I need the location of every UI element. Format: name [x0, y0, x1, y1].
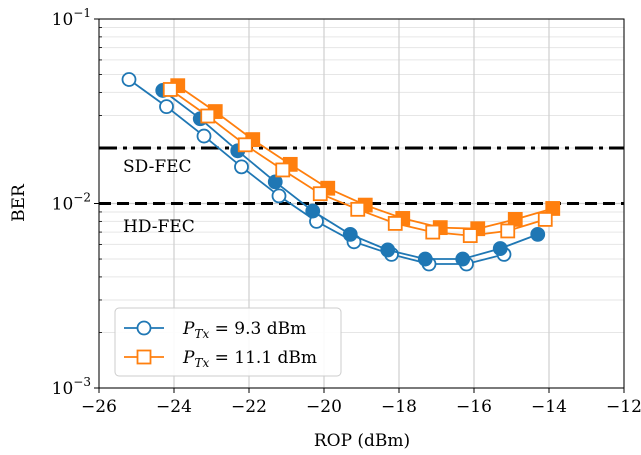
x-tick-label: −14	[531, 397, 567, 417]
series-1-filled-point	[455, 251, 471, 267]
series-2-filled-point	[507, 212, 523, 227]
x-tick-label: −22	[231, 397, 267, 417]
x-tick-label: −24	[156, 397, 192, 417]
x-tick-label: −16	[456, 397, 492, 417]
series-1-hollow-point	[159, 99, 174, 115]
series-1-filled-point	[417, 251, 433, 267]
series-1-filled-point	[380, 242, 396, 258]
y-tick-label: 10−1	[52, 6, 91, 30]
series-2-filled-point	[545, 201, 561, 216]
hd-fec-label: HD-FEC	[123, 217, 195, 237]
series-1-hollow-point	[271, 188, 287, 204]
series-2-hollow-point	[537, 212, 553, 227]
y-tick-label: 10−2	[52, 191, 91, 215]
x-tick-label: −12	[606, 397, 641, 417]
sd-fec-label: SD-FEC	[123, 157, 192, 177]
series-2-hollow-point	[350, 201, 366, 217]
x-tick-label: −18	[381, 397, 417, 417]
legend-marker-series-2	[136, 349, 152, 365]
series-2-hollow-point	[425, 224, 441, 240]
y-axis-label: BER	[9, 183, 29, 222]
threshold-labels: SD-FEC HD-FEC	[123, 157, 195, 237]
y-tick-label: 10−3	[52, 375, 91, 399]
legend-marker-series-1	[136, 320, 152, 336]
series-2-hollow-point	[275, 162, 291, 178]
legend-label-series-2: PTx = 11.1 dBm	[182, 348, 317, 370]
series-1-filled-point	[492, 241, 508, 256]
legend-label-series-1: PTx = 9.3 dBm	[182, 319, 306, 341]
x-tick-label: −26	[81, 397, 117, 417]
data-series	[121, 72, 561, 272]
x-axis-label: ROP (dBm)	[314, 431, 410, 451]
series-1-filled-point	[267, 174, 283, 190]
axis-ticks: 10−3 10−2 10−1 −26 −24 −22 −20 −18 −16 −14 −12	[52, 6, 641, 417]
series-1-hollow-point	[196, 128, 212, 144]
legend: PTx = 9.3 dBm PTx = 11.1 dBm	[114, 307, 342, 377]
series-2-hollow-point	[162, 82, 178, 97]
series-1-filled-point	[305, 203, 321, 219]
legend-box	[114, 307, 342, 377]
legend-entry-series-1: PTx = 9.3 dBm	[124, 319, 306, 341]
series-2-hollow-point	[312, 186, 328, 202]
series-2-hollow-point	[462, 228, 478, 243]
series-1-filled-point	[342, 227, 358, 242]
series-2-hollow-point	[200, 108, 216, 124]
series-1-hollow-point	[121, 72, 137, 87]
series-2-hollow-point	[237, 137, 253, 153]
series-2-hollow-point	[387, 216, 403, 231]
series-2-hollow-point	[500, 223, 516, 239]
legend-entry-series-2: PTx = 11.1 dBm	[124, 348, 317, 370]
series-1-hollow-point	[234, 159, 249, 175]
x-tick-label: −20	[306, 397, 342, 417]
series-1-filled-point	[530, 227, 546, 242]
